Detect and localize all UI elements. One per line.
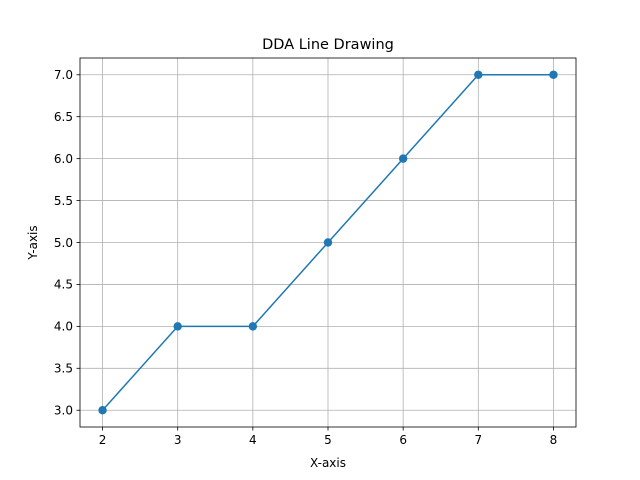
data-point [98,406,107,415]
x-tick-label: 2 [99,433,107,447]
data-point [398,154,408,163]
y-tick-label: 6.5 [54,110,73,124]
ticks-layer: 2 3 4 5 6 7 8 3.0 3.5 4.0 4.5 5.0 5.5 6.0 6.5 7.0 [54,68,557,447]
y-tick-label: 5.5 [54,194,73,208]
data-point [474,70,483,79]
x-axis-label: X-axis [310,456,346,470]
y-tick-label: 6.0 [54,152,73,166]
chart-title: DDA Line Drawing [262,37,394,53]
y-tick-label: 3.5 [54,362,73,376]
y-tick-label: 7.0 [54,68,73,82]
grid [80,58,576,427]
y-tick-label: 4.5 [54,278,73,292]
data-point [549,70,558,79]
y-tick-label: 3.0 [54,404,73,418]
x-tick-label: 3 [174,433,182,447]
x-tick-label: 5 [324,433,332,447]
y-axis-label: Y-axis [26,225,40,260]
x-tick-label: 7 [474,433,482,447]
y-tick-label: 4.0 [54,320,73,334]
data-point [323,238,333,247]
series-layer [98,70,558,415]
x-tick-label: 8 [550,433,558,447]
x-tick-label: 6 [399,433,407,447]
data-point [248,322,258,331]
x-tick-label: 4 [249,433,257,447]
y-tick-label: 5.0 [54,236,73,250]
data-point [173,322,182,331]
